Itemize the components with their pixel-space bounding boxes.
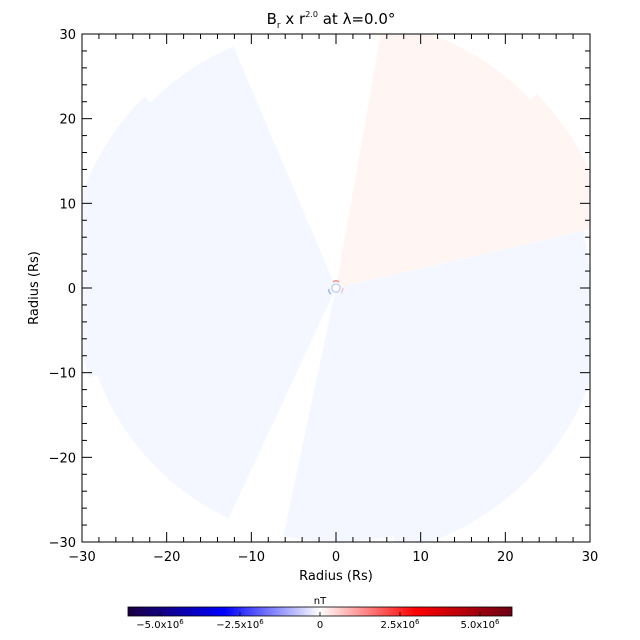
x-axis-label: Radius (Rs) (299, 569, 373, 584)
title-subscript: r (277, 21, 281, 31)
title-base: B (267, 10, 277, 28)
core-positive-lobe (332, 280, 340, 283)
colorbar-tick-mantissa: −5.0x10 (136, 620, 179, 631)
colorbar-tick-label: 0 (317, 620, 323, 631)
field-sector-5 (82, 96, 333, 288)
colorbar-tick-exponent: 6 (415, 618, 420, 626)
axis-ticks (81, 33, 591, 543)
field-sectors (82, 34, 590, 542)
colorbar-tick-label: −2.5x106 (216, 618, 264, 631)
title-middle: x r (281, 10, 306, 28)
colorbar-tick-mantissa: 0 (317, 620, 323, 631)
field-sector-11 (339, 288, 590, 480)
x-tick-label: 20 (497, 550, 514, 565)
x-tick-label: −30 (68, 550, 95, 565)
colorbar-tick-mantissa: 2.5x10 (380, 620, 415, 631)
colorbar-tick-exponent: 6 (495, 618, 500, 626)
title-end: at λ=0.0° (318, 10, 395, 28)
y-axis-label: Radius (Rs) (27, 251, 42, 325)
x-tick-label: −20 (153, 550, 180, 565)
field-sector-2 (339, 93, 590, 287)
core-negative-lobe (328, 288, 332, 295)
colorbar-tick-mantissa: 5.0x10 (460, 620, 495, 631)
y-tick-label: 0 (68, 282, 76, 297)
colorbar-tick-label: 5.0x106 (460, 618, 500, 631)
field-sector-7 (97, 289, 333, 452)
x-tick-label: −10 (238, 550, 265, 565)
colorbar-ticks: −5.0x106 −2.5x106 0 2.5x106 5.0x106 (136, 612, 500, 631)
planet-disk (330, 282, 341, 293)
x-tick-labels: −30 −20 −10 0 10 20 30 (68, 550, 598, 565)
y-tick-label: 10 (59, 197, 76, 212)
field-sector-1 (340, 230, 590, 302)
field-sector-6 (82, 252, 332, 378)
field-sector-9 (283, 292, 394, 542)
y-tick-labels: −30 −20 −10 0 10 20 30 (49, 28, 76, 551)
y-tick-label: −10 (49, 367, 76, 382)
colorbar-tick-exponent: 6 (179, 618, 184, 626)
colorbar-label: nT (314, 596, 327, 607)
x-tick-label: 10 (412, 550, 429, 565)
colorbar-tick-exponent: 6 (259, 618, 264, 626)
x-tick-label: 0 (332, 550, 340, 565)
colorbar-tick-label: 2.5x106 (380, 618, 420, 631)
planet-core-region (328, 280, 344, 295)
x-tick-label: 30 (582, 550, 599, 565)
y-tick-label: 20 (59, 113, 76, 128)
field-sector-10 (337, 291, 528, 542)
field-sector-8 (141, 291, 334, 519)
y-tick-label: −20 (49, 451, 76, 466)
field-sector-3 (336, 34, 531, 285)
title-superscript: 2.0 (305, 10, 318, 19)
colorbar-tick-mantissa: −2.5x10 (216, 620, 259, 631)
colorbar-tick-label: −5.0x106 (136, 618, 184, 631)
y-tick-label: −30 (49, 536, 76, 551)
chart-title: Br x r2.0 at λ=0.0° (267, 10, 396, 31)
y-tick-label: 30 (59, 28, 76, 43)
field-sector-4 (150, 46, 334, 285)
core-positive-edge (340, 287, 344, 294)
